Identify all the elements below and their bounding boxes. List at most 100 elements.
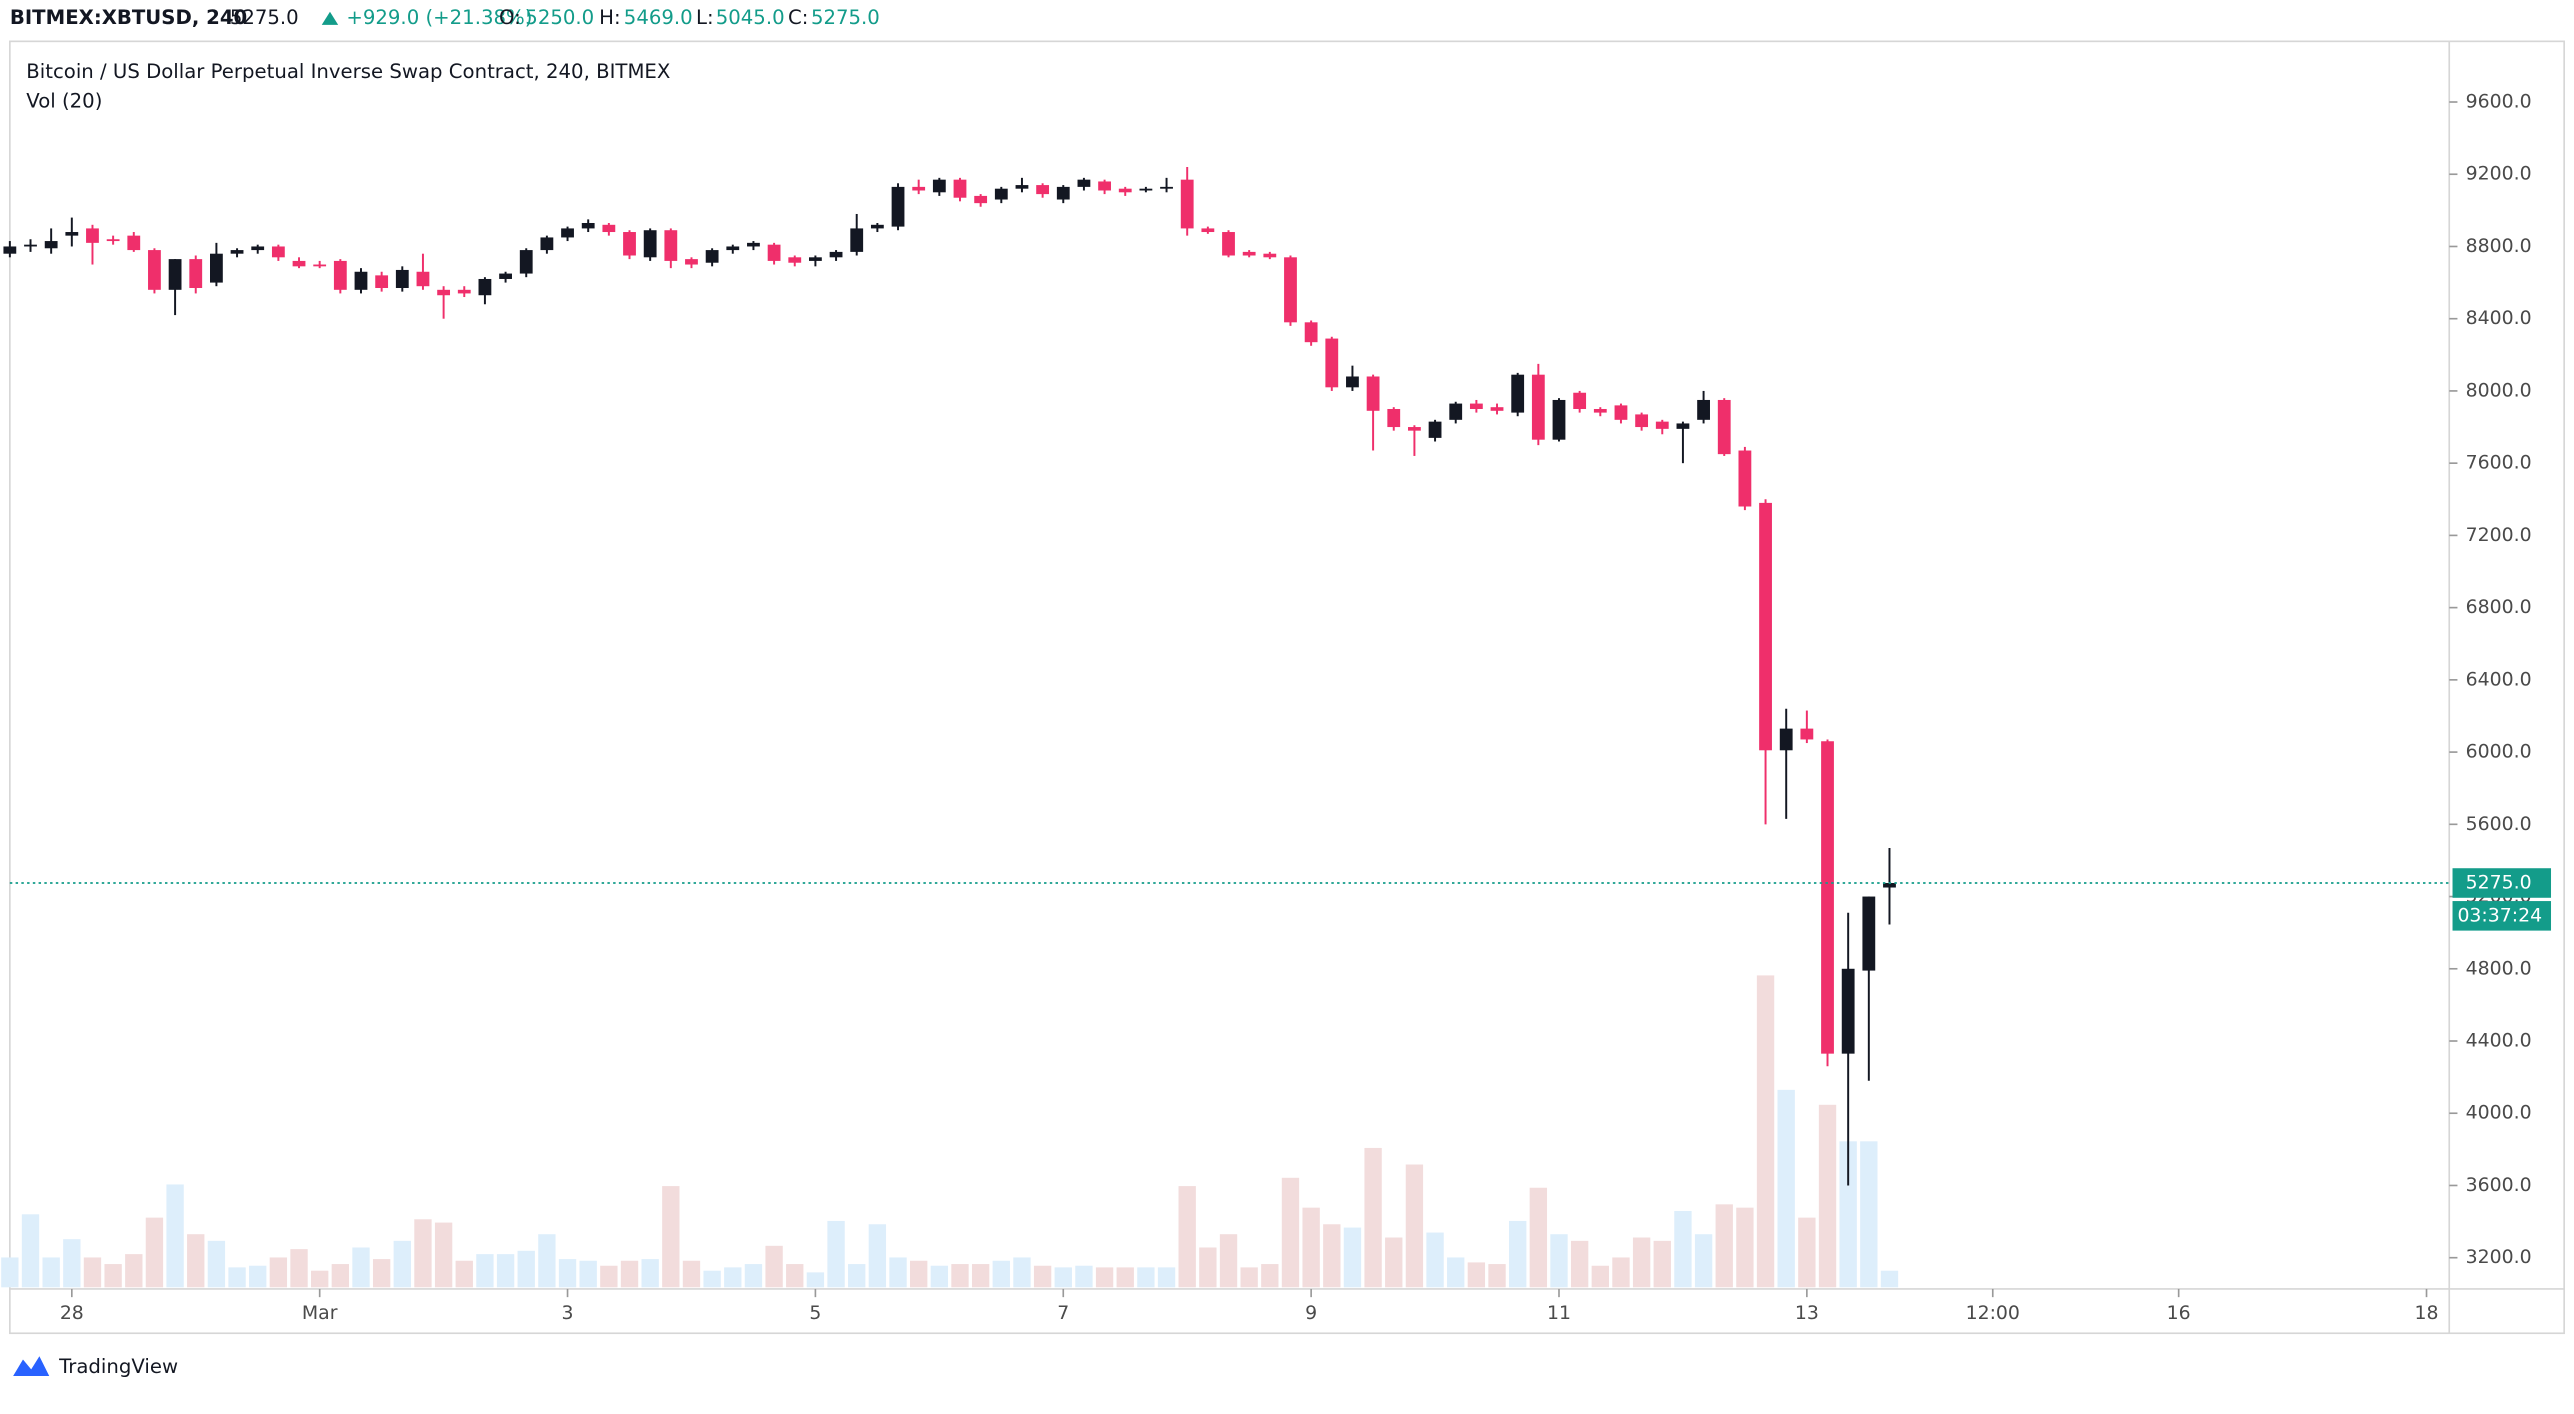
open-label: O: [499, 6, 521, 29]
volume-bar [1674, 1210, 1692, 1288]
volume-bar [538, 1234, 556, 1288]
high-value: 5469.0 [624, 6, 693, 29]
candle-body [1779, 728, 1793, 751]
high-label: H: [599, 6, 620, 29]
volume-bar [579, 1260, 597, 1288]
y-tick-label: 4400.0 [2466, 1030, 2532, 1052]
volume-bar [1591, 1265, 1609, 1288]
volume-bar [1157, 1267, 1176, 1288]
candle-body [974, 195, 988, 204]
volume-bar [290, 1249, 308, 1288]
y-tick-label: 8800.0 [2466, 235, 2532, 257]
candle-body [86, 228, 99, 243]
candle-body [809, 257, 822, 261]
candle-body [1015, 185, 1029, 189]
volume-bar [352, 1247, 370, 1288]
volume-bar [455, 1260, 473, 1288]
volume-bar [476, 1254, 494, 1288]
x-tick-label: 11 [1547, 1302, 1571, 1324]
volume-bar [1736, 1207, 1754, 1288]
close-label: C: [788, 6, 808, 29]
candle-body [932, 179, 946, 193]
candle-body [1738, 450, 1752, 507]
y-tick-label: 5600.0 [2466, 813, 2532, 835]
volume-bar [1137, 1267, 1155, 1288]
candle-body [416, 271, 430, 287]
candle-body [333, 260, 347, 290]
volume-bar [187, 1234, 205, 1288]
candle-body [354, 271, 368, 290]
price-label: 5275.0 [2466, 872, 2532, 894]
volume-bar [1240, 1267, 1258, 1288]
candle-body [1160, 186, 1173, 189]
volume-bar [1, 1257, 19, 1288]
volume-bar [207, 1240, 226, 1288]
candle-body [1408, 427, 1421, 431]
volume-bar [620, 1260, 639, 1288]
candle-body [1077, 179, 1091, 187]
volume-bar [434, 1222, 453, 1288]
x-tick-label: 3 [562, 1302, 574, 1324]
candle-body [65, 232, 79, 236]
candle-body [912, 186, 926, 191]
volume-bar [1116, 1267, 1134, 1288]
candle-body [1635, 414, 1649, 428]
candle-body [1883, 883, 1896, 888]
y-tick-label: 4800.0 [2466, 957, 2532, 979]
volume-bar [63, 1239, 81, 1288]
candle-body [499, 273, 512, 279]
candle-body [3, 246, 17, 254]
low-label: L: [696, 6, 714, 29]
y-tick-label: 3600.0 [2466, 1174, 2532, 1196]
volume-bar [1033, 1265, 1052, 1288]
candle-body [1056, 186, 1070, 200]
volume-bar [1550, 1234, 1568, 1288]
x-tick-label: 5 [809, 1302, 821, 1324]
candle-body [540, 237, 554, 251]
volume-bar [971, 1264, 990, 1288]
countdown-box [2452, 901, 2552, 931]
candle-body [602, 224, 616, 233]
candle-body [1821, 741, 1834, 1054]
brand[interactable]: TradingView [58, 1355, 178, 1378]
candle-body [24, 244, 37, 247]
candle-body [1325, 338, 1339, 388]
volume-bar [951, 1264, 969, 1288]
x-tick-label: 28 [60, 1302, 84, 1324]
volume-bar [1529, 1187, 1548, 1288]
close-value: 5275.0 [811, 6, 880, 29]
volume-bar [1199, 1247, 1217, 1288]
volume-bar [703, 1270, 721, 1288]
candle-body [767, 244, 781, 261]
volume-bar [786, 1264, 804, 1288]
volume-bar [848, 1264, 866, 1288]
candle-body [375, 275, 389, 289]
candle-body [1552, 399, 1566, 440]
volume-bar [1013, 1257, 1031, 1288]
candle-body [1717, 399, 1731, 455]
volume-bar [930, 1265, 949, 1288]
last-price: 5275.0 [230, 6, 299, 29]
y-tick-label: 9600.0 [2466, 91, 2532, 113]
candle-body [1614, 405, 1628, 420]
volume-bar [1385, 1237, 1403, 1288]
volume-bar [889, 1257, 907, 1288]
volume-bar [145, 1217, 164, 1288]
volume-bar [1467, 1262, 1486, 1288]
volume-bar [868, 1224, 887, 1288]
volume-bar [1447, 1257, 1465, 1288]
candle-body [1449, 403, 1463, 420]
volume-bar [496, 1254, 515, 1288]
candle-body [519, 250, 533, 274]
candle-body [623, 232, 636, 256]
candle-body [1800, 728, 1814, 740]
volume-bar [1860, 1141, 1878, 1288]
volume-bar [1509, 1220, 1527, 1288]
volume-bar [1570, 1240, 1589, 1288]
candle-body [1655, 421, 1669, 429]
candle-body [953, 179, 967, 198]
candle-body [1304, 322, 1318, 343]
candle-body [705, 250, 719, 263]
y-tick-label: 3200.0 [2466, 1246, 2532, 1268]
